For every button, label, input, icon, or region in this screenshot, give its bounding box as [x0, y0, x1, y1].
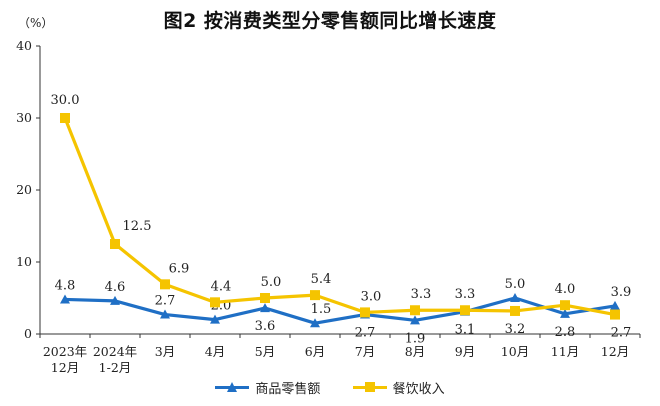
legend-item-catering: 餐饮收入: [352, 378, 445, 397]
legend-swatch-catering: [352, 382, 387, 392]
data-point-catering: [160, 279, 170, 290]
series-line-retail: [64, 296, 616, 325]
y-tick-label: 30: [16, 110, 32, 125]
x-tick-label: 2023年: [43, 344, 87, 359]
legend: 商品零售额 餐饮收入: [0, 378, 660, 397]
data-label-retail: 5.0: [505, 277, 526, 292]
data-point-retail: [610, 300, 620, 310]
data-point-catering: [410, 305, 420, 316]
data-label-catering: 6.9: [169, 261, 190, 276]
data-point-retail: [260, 303, 270, 313]
data-point-catering: [610, 309, 620, 320]
y-tick-label: 10: [16, 254, 32, 269]
data-point-retail: [410, 315, 420, 325]
x-tick-label: 4月: [205, 344, 225, 359]
x-tick-label: 9月: [455, 344, 475, 359]
legend-swatch-retail: [215, 382, 250, 392]
data-point-retail: [210, 314, 220, 324]
data-label-catering: 3.3: [455, 287, 476, 302]
data-point-catering: [360, 307, 370, 318]
data-label-retail: 2.7: [155, 294, 176, 309]
data-point-catering: [510, 305, 520, 316]
data-label-catering: 12.5: [123, 219, 152, 234]
data-point-catering: [560, 300, 570, 311]
x-tick-label: 3月: [155, 344, 175, 359]
data-label-retail: 3.1: [455, 323, 476, 338]
series-line-catering: [63, 117, 616, 317]
data-label-retail: 4.6: [105, 280, 126, 295]
data-label-catering: 2.7: [611, 326, 632, 341]
x-tick-label: 10月: [501, 344, 529, 359]
data-label-catering: 3.2: [505, 322, 526, 337]
chart-title: 图2 按消费类型分零售额同比增长速度: [163, 10, 497, 32]
data-label-catering: 5.0: [261, 275, 282, 290]
data-point-retail: [110, 295, 120, 305]
x-tick-label: 6月: [305, 344, 325, 359]
data-point-catering: [260, 293, 270, 303]
data-point-catering: [310, 290, 320, 301]
data-point-catering: [210, 297, 220, 308]
data-label-catering: 5.4: [311, 272, 332, 287]
data-point-retail: [560, 308, 570, 318]
y-tick-label: 0: [24, 326, 32, 341]
x-tick-label: 12月: [51, 360, 79, 375]
legend-label-retail: 商品零售额: [255, 382, 321, 397]
x-tick-label: 7月: [355, 344, 375, 359]
data-label-retail: 1.9: [405, 331, 426, 346]
data-point-retail: [60, 294, 70, 304]
y-axis-unit: （%）: [18, 16, 54, 30]
data-point-retail: [510, 293, 520, 302]
x-tick-label: 5月: [255, 344, 275, 359]
data-point-catering: [110, 239, 120, 249]
x-tick-label: 12月: [601, 344, 629, 359]
x-tick-label: 1-2月: [99, 360, 132, 375]
data-label-catering: 4.4: [211, 279, 232, 294]
square-marker-icon: [364, 382, 375, 392]
y-tick-label: 40: [16, 38, 32, 53]
data-label-retail: 3.9: [611, 285, 632, 300]
data-point-retail: [310, 318, 320, 328]
data-point-catering: [60, 113, 70, 123]
data-label-catering: 4.0: [555, 282, 576, 297]
y-tick-label: 20: [16, 182, 32, 197]
x-tick-label: 8月: [405, 344, 425, 359]
legend-label-catering: 餐饮收入: [392, 382, 445, 397]
data-label-catering: 30.0: [51, 93, 80, 108]
x-tick-label: 2024年: [93, 344, 137, 359]
data-label-retail: 2.7: [355, 326, 376, 341]
data-label-retail: 3.6: [255, 319, 276, 334]
data-label-retail: 4.8: [55, 278, 76, 293]
data-label-catering: 3.0: [361, 289, 382, 304]
data-label-catering: 3.3: [411, 287, 432, 302]
data-label-retail: 1.5: [311, 302, 332, 317]
data-label-retail: 2.8: [555, 325, 576, 340]
data-point-catering: [460, 305, 470, 316]
triangle-marker-icon: [227, 382, 238, 392]
data-point-retail: [160, 309, 170, 319]
legend-item-retail: 商品零售额: [215, 378, 320, 397]
x-tick-label: 11月: [551, 344, 579, 359]
